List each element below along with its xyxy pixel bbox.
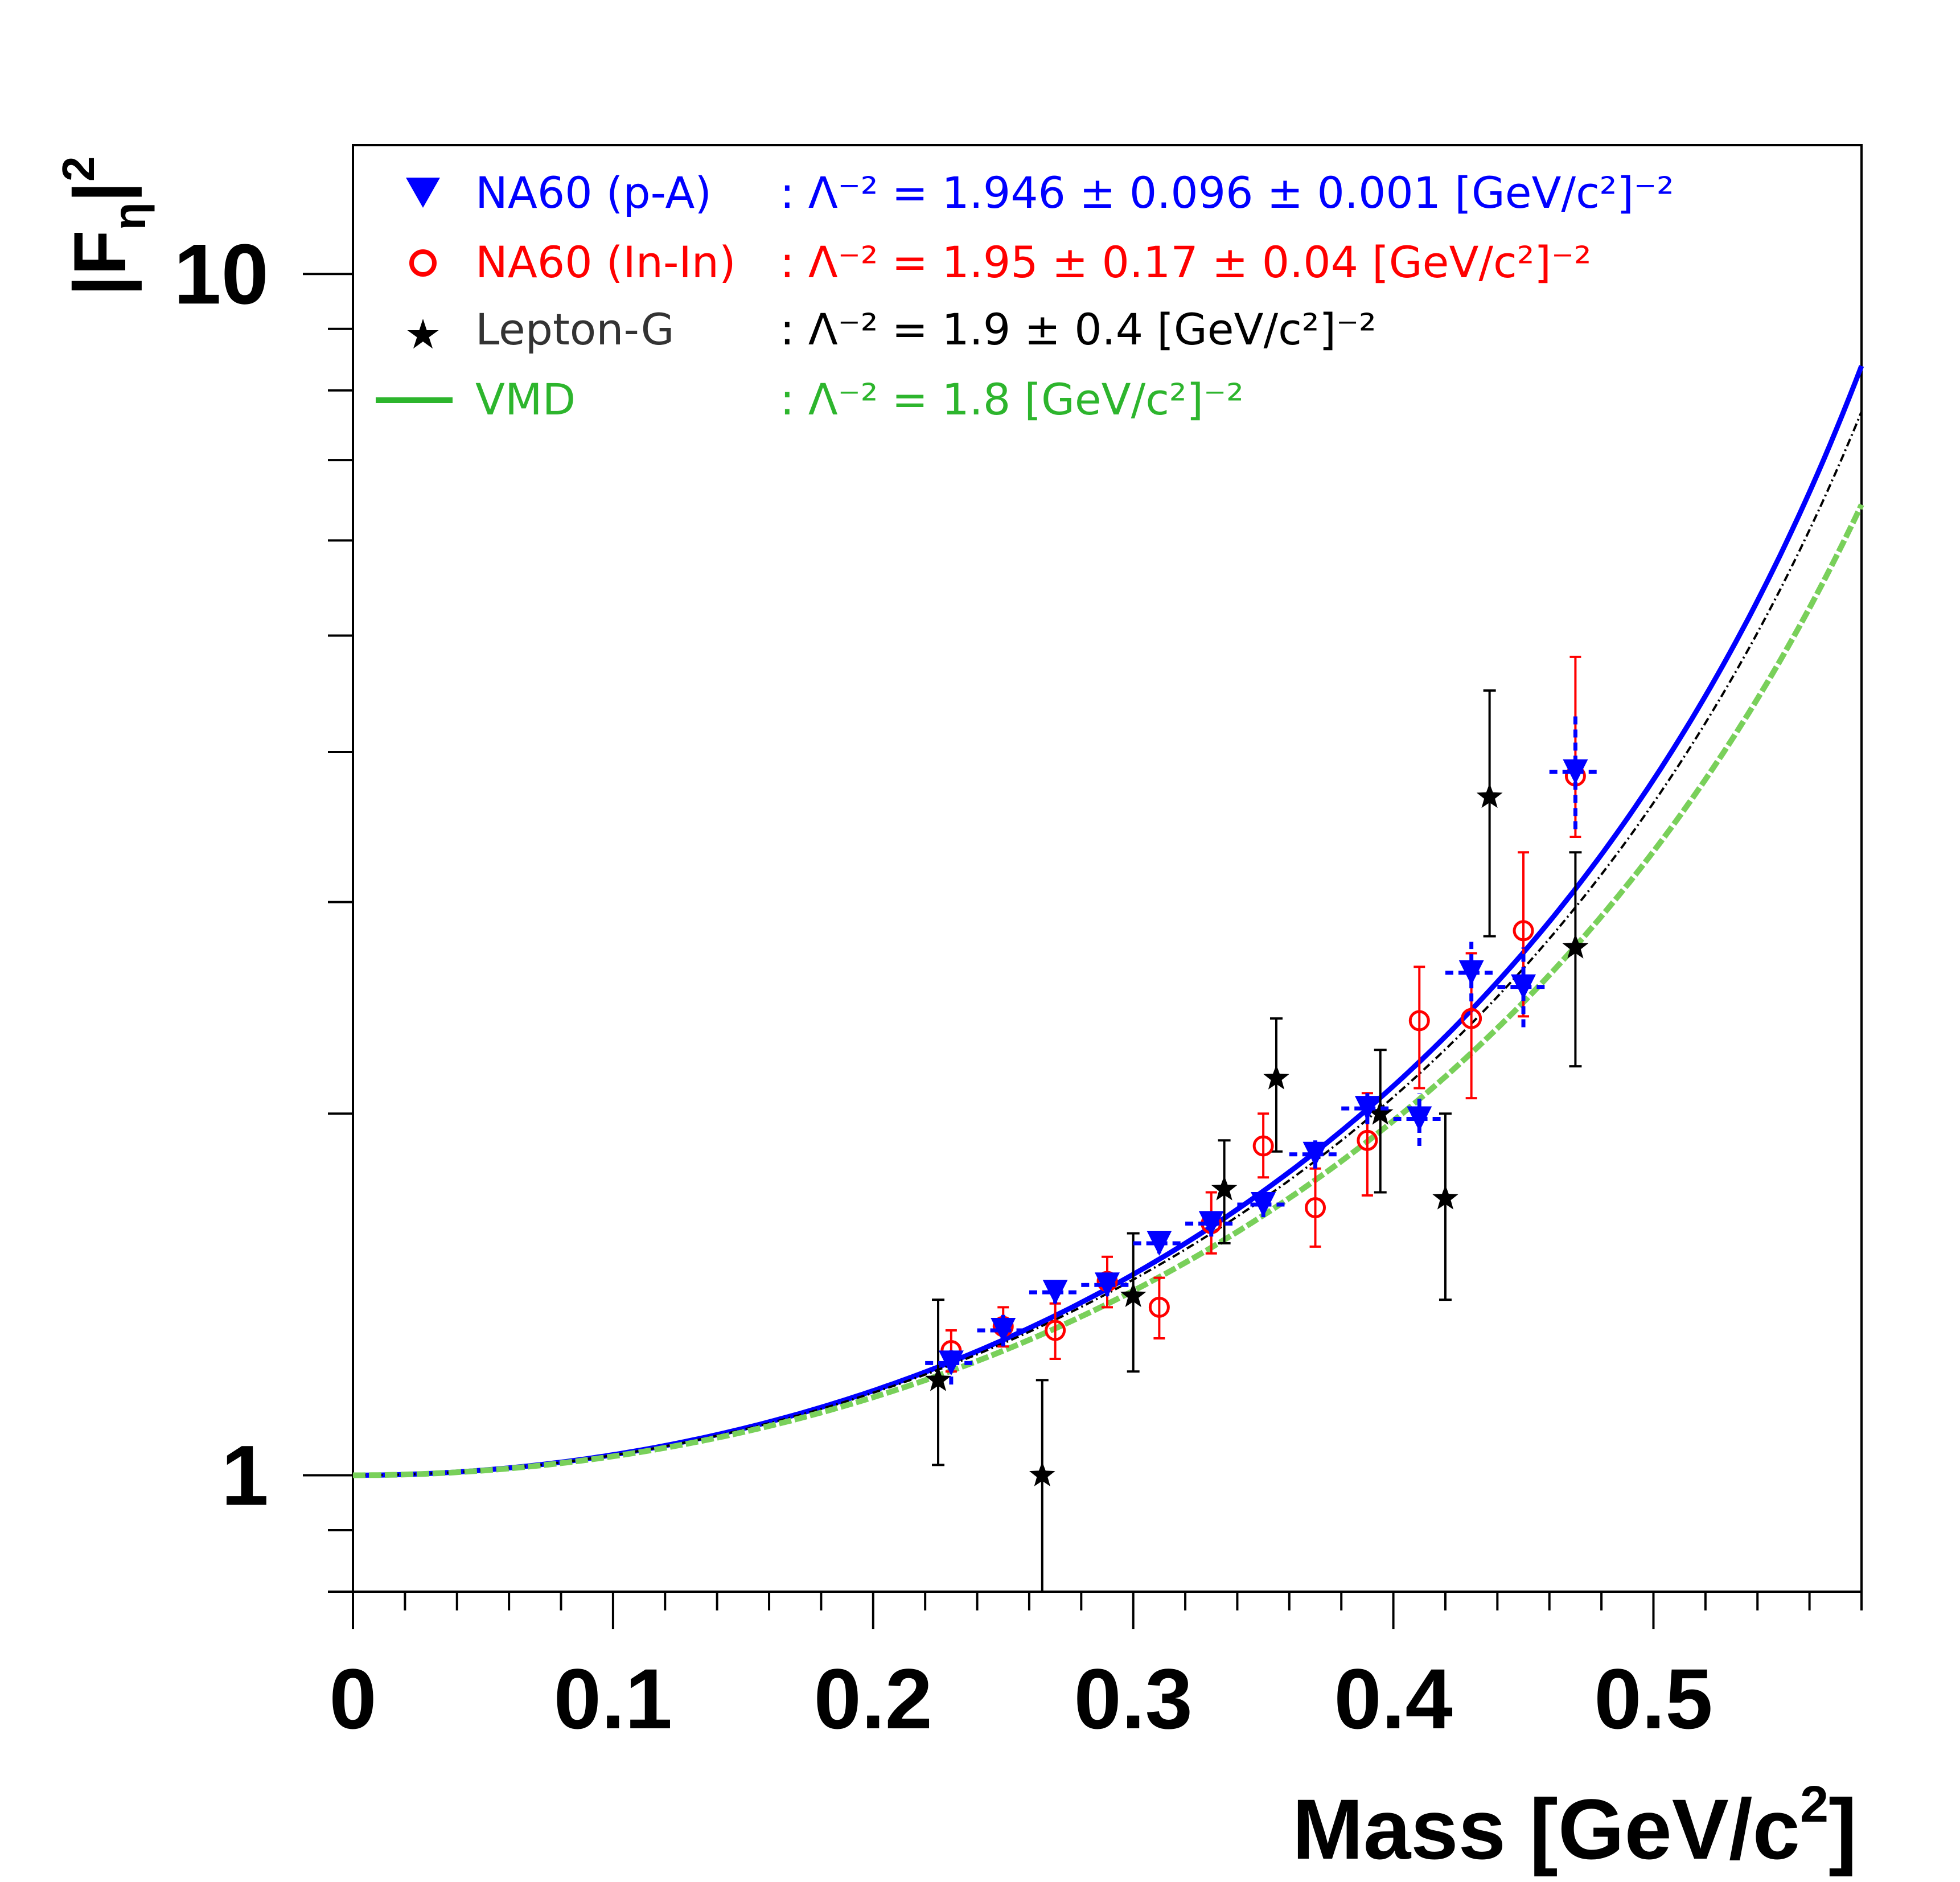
triangle-marker bbox=[991, 1318, 1016, 1343]
triangle-marker bbox=[938, 1350, 964, 1376]
data-point bbox=[1549, 714, 1602, 829]
circle-marker bbox=[1513, 920, 1534, 942]
x-axis-title-end: ] bbox=[1828, 1781, 1857, 1877]
data-point bbox=[1237, 1192, 1289, 1218]
legend-entry-na60-pa: NA60 (p-A) : Λ⁻² = 1.946 ± 0.096 ± 0.001… bbox=[406, 167, 1674, 218]
legend-star-marker: ★ bbox=[405, 310, 442, 358]
data-point bbox=[1341, 1093, 1394, 1124]
triangle-marker bbox=[1198, 1211, 1224, 1236]
triangle-marker bbox=[1354, 1096, 1380, 1121]
triangle-marker bbox=[1095, 1272, 1120, 1298]
legend-entry-vmd: VMD : Λ⁻² = 1.8 [GeV/c²]⁻² bbox=[376, 374, 1244, 425]
legend-value-na60-pa: : Λ⁻² = 1.946 ± 0.096 ± 0.001 [GeV/c²]⁻² bbox=[780, 167, 1674, 218]
triangle-marker bbox=[1302, 1141, 1328, 1167]
x-tick-label: 0.1 bbox=[554, 1651, 673, 1747]
star-marker bbox=[1120, 1282, 1147, 1307]
legend-entry-na60-inin: NA60 (In-In) : Λ⁻² = 1.95 ± 0.17 ± 0.04 … bbox=[409, 237, 1592, 287]
x-axis-title-main: Mass [GeV/c bbox=[1292, 1781, 1800, 1877]
x-tick-label: 0.4 bbox=[1334, 1651, 1453, 1747]
data-point bbox=[925, 1346, 977, 1385]
axis-ticks: 0 0.1 0.2 0.3 0.4 0.5 1 10 bbox=[174, 226, 1863, 1747]
y-tick-label: 10 bbox=[174, 226, 269, 322]
triangle-marker bbox=[1407, 1106, 1432, 1132]
triangle-marker bbox=[1042, 1280, 1068, 1305]
star-marker bbox=[1562, 934, 1589, 959]
legend-label-na60-inin: NA60 (In-In) bbox=[475, 237, 736, 287]
y-axis-title-sup: 2 bbox=[53, 156, 104, 182]
y-axis-title-sub: η bbox=[104, 202, 155, 230]
circle-marker bbox=[1305, 1197, 1326, 1219]
circle-marker bbox=[1045, 1320, 1066, 1341]
star-marker bbox=[1367, 1100, 1394, 1125]
circle-marker bbox=[1408, 1010, 1430, 1032]
star-marker bbox=[1476, 783, 1503, 808]
y-axis-title-main: |F bbox=[58, 230, 142, 296]
star-marker bbox=[1263, 1065, 1289, 1090]
x-tick-label: 0.5 bbox=[1594, 1651, 1713, 1747]
data-point bbox=[1029, 1277, 1082, 1305]
data-point bbox=[1562, 851, 1589, 1068]
circle-marker bbox=[1461, 1008, 1482, 1029]
triangle-marker bbox=[1147, 1230, 1172, 1256]
x-axis-title-sup: 2 bbox=[1800, 1776, 1828, 1833]
triangle-marker bbox=[1251, 1192, 1276, 1218]
data-point bbox=[1445, 942, 1498, 1002]
star-marker bbox=[1029, 1461, 1055, 1486]
data-point bbox=[1432, 1112, 1458, 1301]
circle-marker bbox=[1148, 1296, 1170, 1318]
data-point bbox=[977, 1314, 1029, 1347]
x-tick-label: 0.2 bbox=[814, 1651, 933, 1747]
x-tick-label: 0.3 bbox=[1074, 1651, 1193, 1747]
data-point bbox=[1029, 1379, 1055, 1593]
circle-marker bbox=[1252, 1135, 1274, 1157]
star-marker bbox=[1432, 1185, 1458, 1210]
plot-frame-group bbox=[352, 144, 1863, 1593]
data-point bbox=[1367, 1049, 1394, 1194]
data-point bbox=[1081, 1271, 1133, 1298]
legend-triangle-marker bbox=[406, 178, 440, 208]
x-tick-label: 0 bbox=[329, 1651, 376, 1747]
fit-curve bbox=[353, 411, 1863, 1477]
y-axis-title: |Fη|2 bbox=[53, 156, 155, 296]
fit-curves bbox=[353, 365, 1864, 1478]
data-point bbox=[1393, 1093, 1445, 1146]
legend: NA60 (p-A) : Λ⁻² = 1.946 ± 0.096 ± 0.001… bbox=[376, 167, 1674, 425]
legend-label-na60-pa: NA60 (p-A) bbox=[475, 167, 712, 218]
data-point bbox=[1289, 1140, 1342, 1169]
y-tick-label: 1 bbox=[221, 1427, 269, 1523]
x-axis-title: Mass [GeV/c2] bbox=[1292, 1776, 1857, 1877]
legend-value-lepton-g: : Λ⁻² = 1.9 ± 0.4 [GeV/c²]⁻² bbox=[780, 304, 1376, 355]
data-point bbox=[1211, 1139, 1238, 1244]
data-point bbox=[1263, 1017, 1289, 1153]
legend-value-na60-inin: : Λ⁻² = 1.95 ± 0.17 ± 0.04 [GeV/c²]⁻² bbox=[780, 237, 1592, 287]
data-point bbox=[1408, 965, 1430, 1090]
legend-label-lepton-g: Lepton-G bbox=[475, 304, 675, 355]
circle-marker bbox=[1357, 1129, 1378, 1151]
data-point bbox=[1252, 1112, 1274, 1179]
data-points bbox=[925, 655, 1602, 1593]
star-marker bbox=[925, 1366, 951, 1391]
data-point bbox=[1476, 689, 1503, 938]
data-point bbox=[925, 1299, 951, 1466]
fit-curve bbox=[353, 503, 1864, 1478]
fit-curve bbox=[353, 365, 1864, 1478]
data-point bbox=[1148, 1276, 1170, 1340]
y-axis-title-bar: | bbox=[58, 182, 142, 202]
data-point bbox=[1133, 1230, 1186, 1256]
data-point bbox=[1497, 947, 1550, 1028]
legend-circle-marker bbox=[409, 249, 437, 277]
triangle-marker bbox=[1563, 759, 1588, 785]
data-point bbox=[1120, 1232, 1147, 1373]
triangle-marker bbox=[1511, 974, 1536, 1000]
plot-frame bbox=[352, 144, 1863, 1593]
data-point bbox=[1305, 1167, 1326, 1248]
star-marker bbox=[1211, 1176, 1238, 1201]
triangle-marker bbox=[1458, 960, 1484, 985]
legend-entry-lepton-g: ★ Lepton-G : Λ⁻² = 1.9 ± 0.4 [GeV/c²]⁻² bbox=[405, 304, 1376, 358]
legend-value-vmd: : Λ⁻² = 1.8 [GeV/c²]⁻² bbox=[780, 374, 1244, 425]
data-point bbox=[1185, 1211, 1238, 1237]
legend-label-vmd: VMD bbox=[475, 374, 576, 425]
